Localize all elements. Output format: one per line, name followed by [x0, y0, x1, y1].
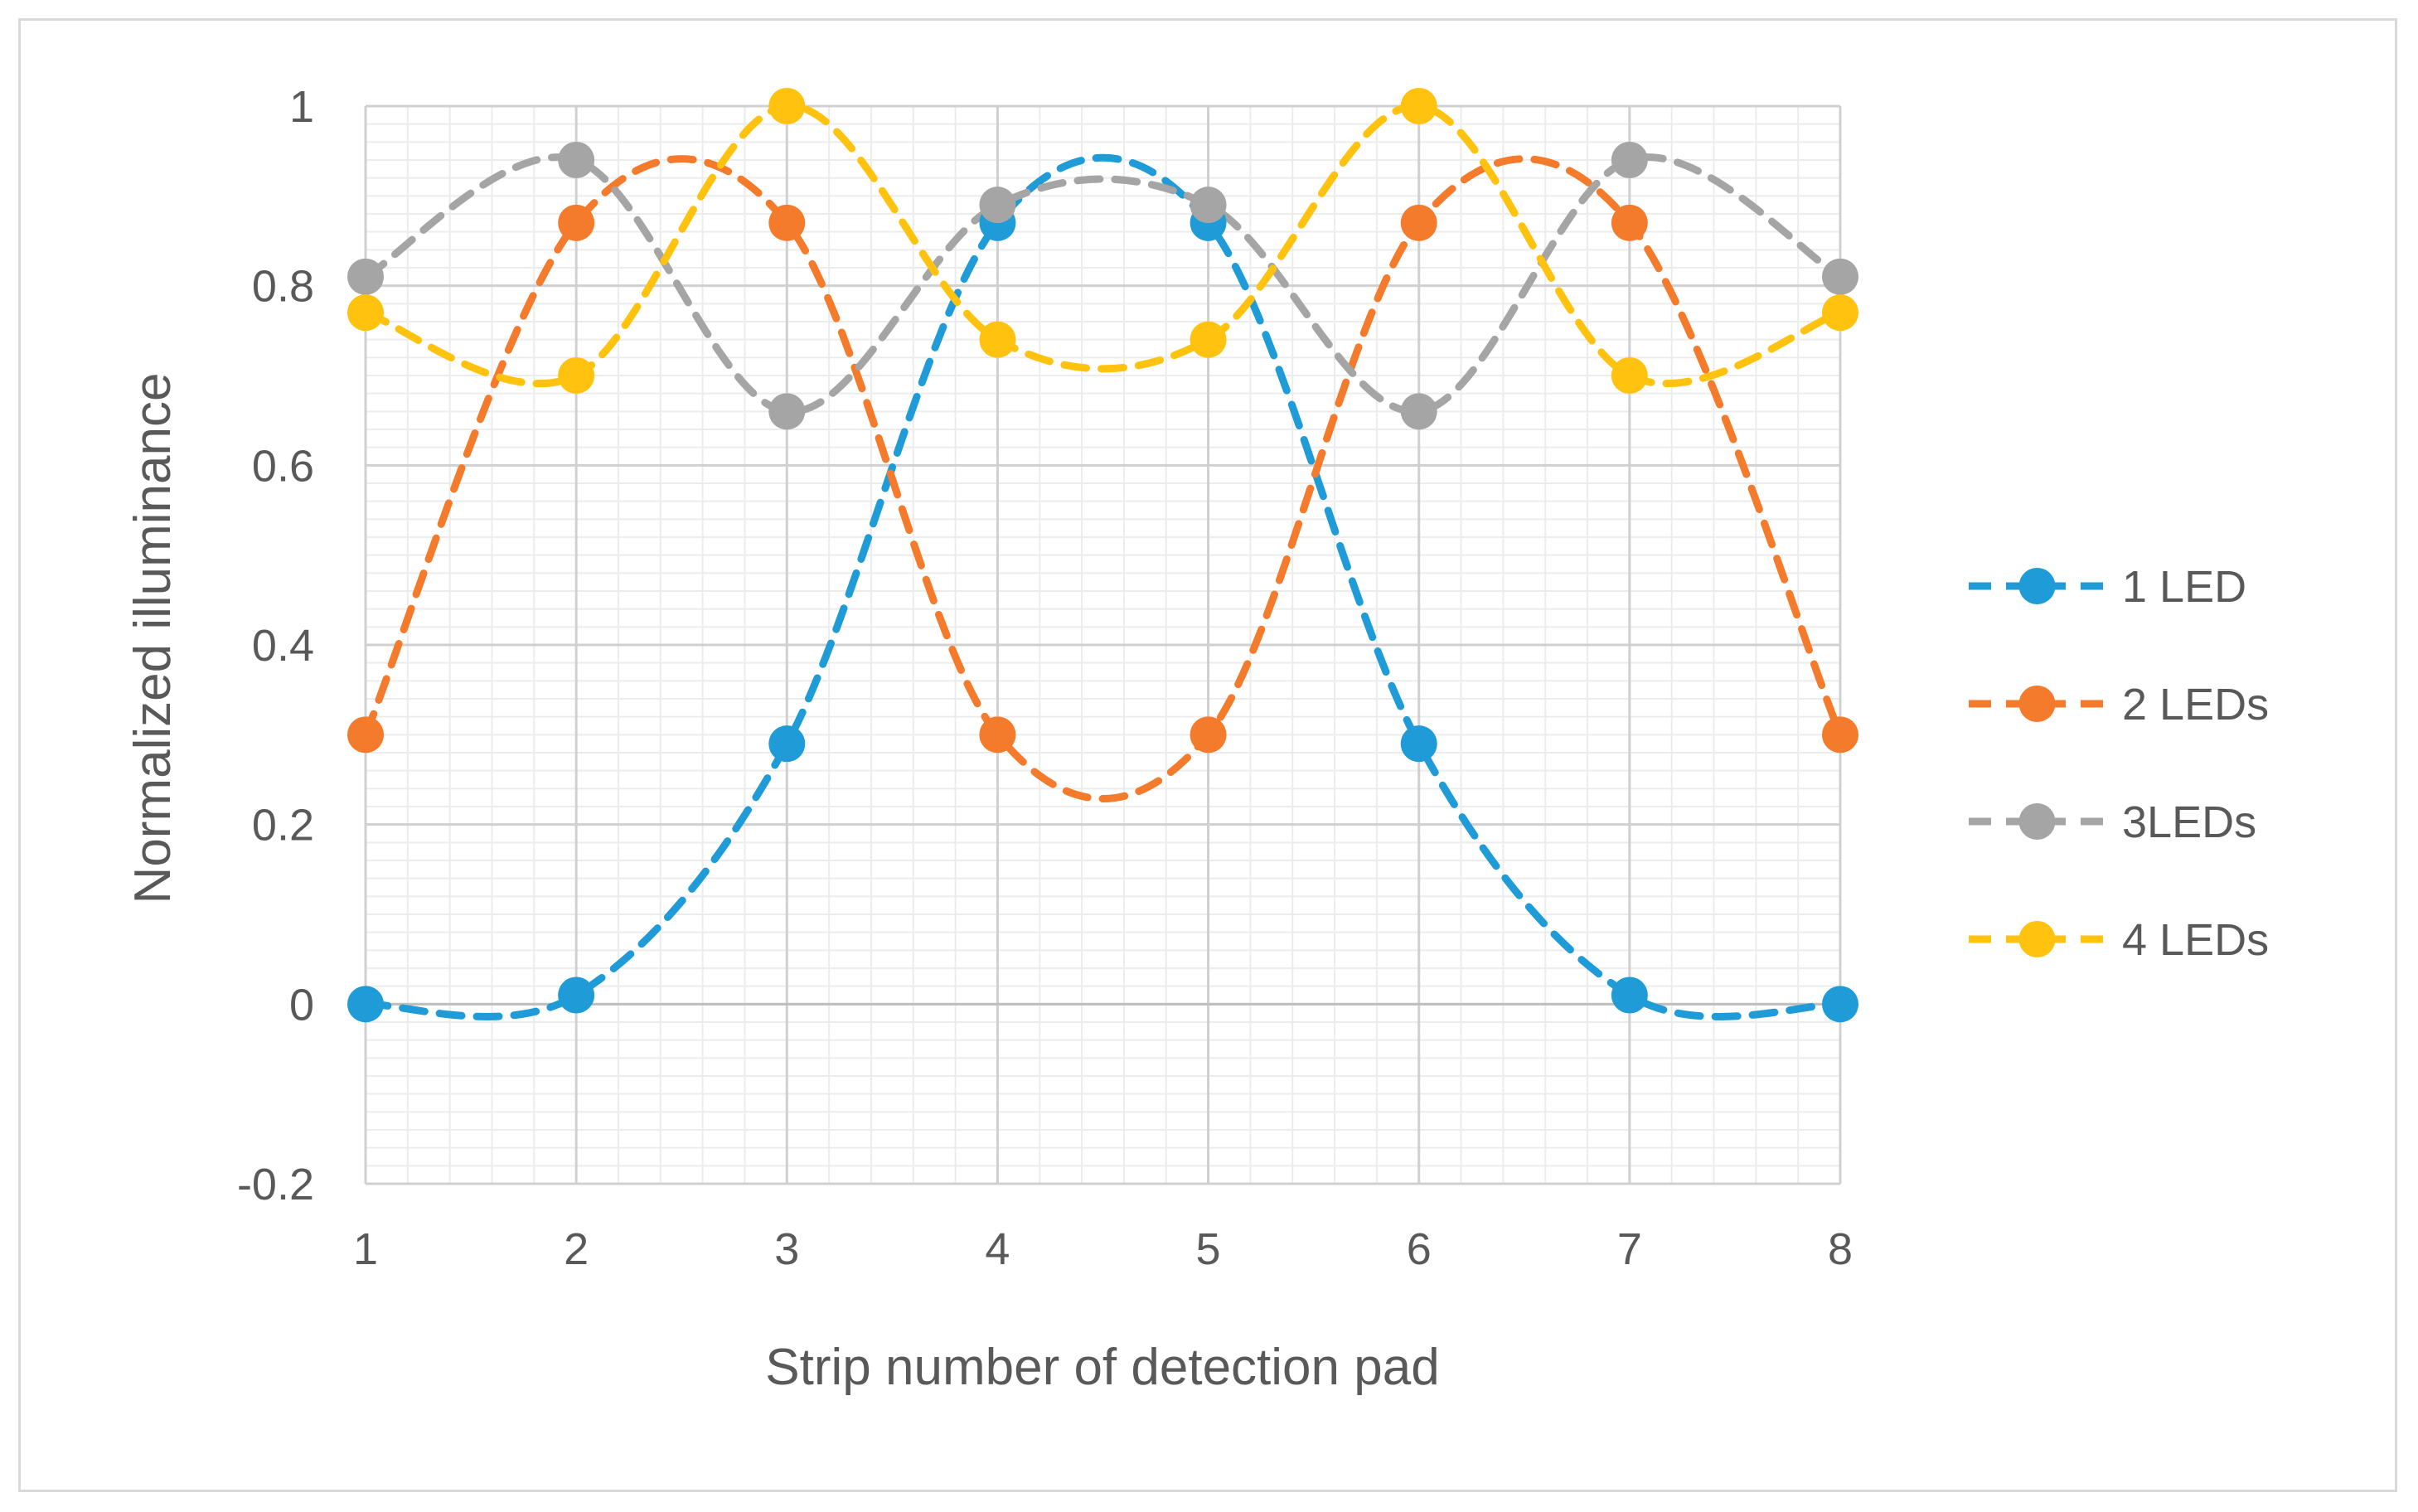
- x-tick-label: 6: [1407, 1224, 1432, 1274]
- data-point-series-3: [1611, 142, 1648, 178]
- y-tick-label: 0.4: [252, 621, 314, 671]
- data-point-series-3: [347, 258, 384, 295]
- data-point-series-3: [1822, 258, 1858, 295]
- data-point-series-3: [1190, 187, 1227, 224]
- y-axis-title: Normalized illuminance: [124, 373, 182, 904]
- x-tick-label: 5: [1196, 1224, 1221, 1274]
- x-tick-label: 8: [1828, 1224, 1853, 1274]
- x-tick-label: 1: [353, 1224, 378, 1274]
- data-point-series-1: [768, 725, 806, 763]
- legend-label-1: 1 LED: [2122, 562, 2246, 612]
- data-point-series-4: [1611, 357, 1648, 394]
- data-point-series-4: [1822, 294, 1858, 332]
- legend-label-3: 3LEDs: [2122, 797, 2256, 847]
- y-tick-label: 0: [289, 980, 314, 1030]
- data-point-series-3: [979, 187, 1016, 224]
- data-point-series-4: [347, 294, 384, 332]
- x-axis-tick-labels: 1 2 3 4 5 6 7 8: [353, 1224, 1853, 1274]
- data-point-series-1: [1611, 976, 1648, 1014]
- legend-marker-4: [2018, 921, 2056, 957]
- data-point-series-4: [558, 357, 595, 394]
- y-tick-label: 1: [289, 82, 314, 132]
- y-tick-label: 0.6: [252, 441, 314, 491]
- data-point-series-4: [768, 88, 806, 124]
- data-point-series-4: [979, 321, 1016, 358]
- x-axis-title: Strip number of detection pad: [765, 1339, 1439, 1396]
- data-point-series-2: [1611, 204, 1648, 241]
- data-point-series-2: [558, 204, 595, 241]
- y-tick-label: 0.8: [252, 262, 314, 312]
- data-point-series-1: [558, 976, 595, 1014]
- y-tick-label: 0.2: [252, 801, 314, 850]
- data-point-series-2: [1822, 716, 1858, 754]
- legend: 1 LED 2 LEDs 3LEDs 4 LEDs: [1969, 562, 2269, 965]
- data-point-series-2: [979, 716, 1016, 754]
- series-line-4: [361, 102, 1844, 388]
- data-point-series-2: [768, 204, 806, 241]
- data-point-series-1: [1400, 725, 1437, 763]
- series-lines: [361, 102, 1844, 1020]
- series-line-3: [361, 153, 1844, 415]
- data-point-series-4: [1190, 321, 1227, 358]
- data-point-series-2: [1400, 204, 1437, 241]
- data-point-series-4: [1400, 88, 1437, 124]
- legend-label-2: 2 LEDs: [2122, 680, 2269, 729]
- data-point-series-2: [347, 716, 384, 754]
- legend-label-4: 4 LEDs: [2122, 915, 2269, 965]
- series-line-2: [361, 155, 1844, 802]
- y-axis-tick-labels: -0.2 0 0.2 0.4 0.6 0.8 1: [237, 82, 314, 1209]
- legend-marker-3: [2018, 803, 2056, 840]
- series-markers: [347, 88, 1858, 1023]
- legend-marker-1: [2018, 568, 2056, 604]
- data-point-series-3: [768, 393, 806, 430]
- data-point-series-1: [347, 986, 384, 1023]
- x-tick-label: 7: [1617, 1224, 1642, 1274]
- legend-marker-2: [2018, 686, 2056, 722]
- x-tick-label: 2: [564, 1224, 589, 1274]
- x-tick-label: 3: [774, 1224, 799, 1274]
- data-point-series-2: [1190, 716, 1227, 754]
- data-point-series-1: [1822, 986, 1858, 1023]
- series-line-1: [361, 154, 1844, 1020]
- x-tick-label: 4: [985, 1224, 1010, 1274]
- data-point-series-3: [558, 142, 595, 178]
- y-tick-label: -0.2: [237, 1160, 314, 1209]
- data-point-series-3: [1400, 393, 1437, 430]
